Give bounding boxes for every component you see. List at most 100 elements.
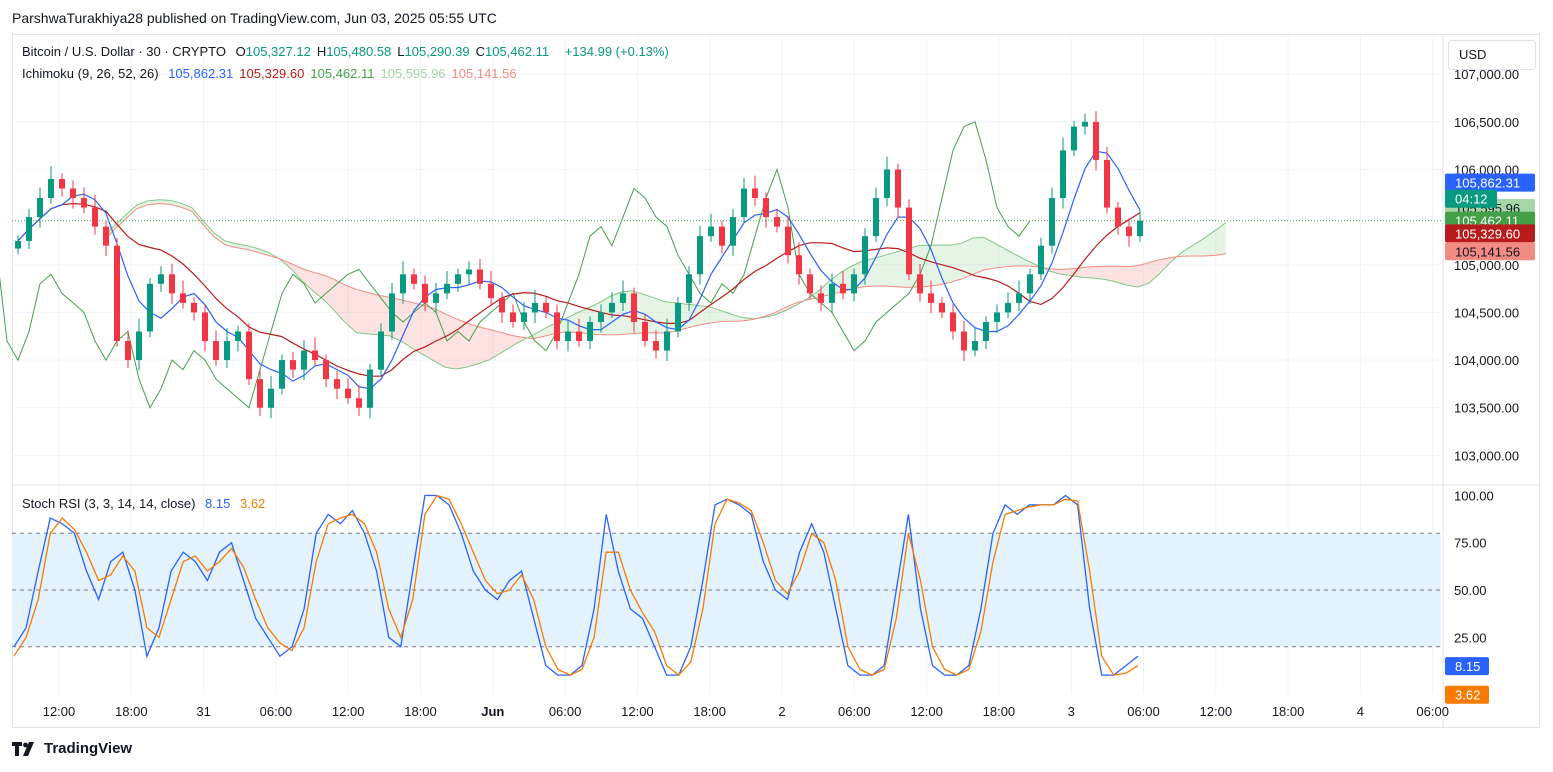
- ichimoku-value-0: 105,862.31: [168, 66, 234, 81]
- stoch-tag: 8.15: [1455, 659, 1480, 674]
- ohlc-o-value: 105,327.12: [245, 44, 311, 59]
- cloud-segment: [1049, 268, 1061, 275]
- price-tick-label: 104,500.00: [1454, 305, 1519, 320]
- currency-button[interactable]: USD: [1448, 40, 1536, 70]
- cloud-segment: [730, 314, 742, 322]
- candle-body: [312, 350, 318, 361]
- stoch-tick-label: 25.00: [1454, 630, 1487, 645]
- x-tick-label: 4: [1357, 704, 1364, 719]
- candle-body: [642, 321, 648, 342]
- x-tick-label: 12:00: [910, 704, 943, 719]
- candle-body: [554, 312, 560, 342]
- candle-body: [466, 269, 472, 275]
- ichimoku-value-4: 105,141.56: [451, 66, 517, 81]
- cloud-segment: [158, 199, 170, 205]
- publish-credit: ParshwaTurakhiya28 published on TradingV…: [12, 10, 497, 26]
- cloud-segment: [1181, 245, 1193, 257]
- price-tick-label: 106,500.00: [1454, 115, 1519, 130]
- ichimoku-values: 105,862.31 105,329.60 105,462.11 105,595.96…: [168, 66, 522, 81]
- candle-body: [290, 360, 296, 370]
- cloud-segment: [422, 305, 434, 361]
- candle-body: [576, 331, 582, 342]
- candle-body: [1082, 121, 1088, 127]
- candle-body: [136, 331, 142, 361]
- candle-body: [818, 293, 824, 303]
- candle-body: [532, 302, 538, 313]
- price-tag: 105,862.31: [1455, 176, 1520, 191]
- cloud-segment: [653, 297, 665, 334]
- candle-body: [939, 302, 945, 313]
- cloud-segment: [697, 305, 709, 326]
- cloud-segment: [510, 335, 522, 347]
- candle-body: [81, 198, 87, 208]
- cloud-segment: [950, 243, 962, 283]
- cloud-segment: [125, 204, 137, 219]
- candle-body: [653, 341, 659, 351]
- ichimoku-legend: Ichimoku (9, 26, 52, 26) 105,862.31 105,3…: [22, 66, 529, 81]
- candle-body: [37, 198, 43, 218]
- cloud-segment: [1126, 265, 1138, 288]
- x-tick-label: 06:00: [1127, 704, 1160, 719]
- candle-body: [741, 188, 747, 218]
- stoch-tick-label: 50.00: [1454, 583, 1487, 598]
- candle-body: [631, 293, 637, 322]
- cloud-segment: [1214, 222, 1226, 256]
- candle-body: [70, 188, 76, 199]
- x-tick-label: 18:00: [983, 704, 1016, 719]
- candle-body: [972, 341, 978, 351]
- cloud-segment: [433, 308, 445, 368]
- base-line: [17, 202, 1141, 377]
- cloud-segment: [180, 203, 192, 212]
- candle-body: [488, 283, 494, 299]
- stoch-tick-label: 100.00: [1454, 488, 1494, 503]
- price-tick-label: 105,000.00: [1454, 258, 1519, 273]
- candle-body: [389, 293, 395, 332]
- cloud-segment: [213, 232, 225, 245]
- cloud-segment: [378, 295, 390, 336]
- symbol-title: Bitcoin / U.S. Dollar · 30 · CRYPTO: [22, 44, 226, 59]
- cloud-segment: [400, 299, 412, 349]
- candle-body: [851, 274, 857, 294]
- candle-body: [422, 283, 428, 303]
- cloud-segment: [818, 280, 830, 298]
- ichimoku-value-1: 105,329.60: [239, 66, 305, 81]
- tradingview-brand: TradingView: [44, 740, 133, 757]
- tradingview-logo[interactable]: TradingView: [12, 740, 132, 757]
- cloud-segment: [444, 313, 456, 369]
- cloud-segment: [1071, 267, 1083, 278]
- x-tick-label: 06:00: [1416, 704, 1449, 719]
- candle-body: [246, 331, 252, 380]
- x-tick-label: 18:00: [115, 704, 148, 719]
- cloud-segment: [334, 279, 346, 324]
- candle-body: [895, 169, 901, 208]
- x-tick-label: 12:00: [43, 704, 76, 719]
- candle-body: [235, 331, 241, 342]
- price-tick-label: 107,000.00: [1454, 67, 1519, 82]
- lagging-span-line: [0, 121, 1031, 409]
- candle-body: [983, 321, 989, 342]
- cloud-segment: [136, 200, 148, 209]
- candle-body: [884, 169, 890, 199]
- candle-body: [1005, 302, 1011, 313]
- cloud-segment: [961, 238, 973, 279]
- candle-body: [334, 379, 340, 389]
- candle-body: [345, 388, 351, 399]
- stoch-tag: 3.62: [1455, 688, 1480, 703]
- cloud-segment: [224, 240, 236, 248]
- candle-body: [323, 360, 329, 380]
- stoch-d-value: 3.62: [239, 496, 266, 511]
- x-tick-label: 12:00: [621, 704, 654, 719]
- ohlc-l-label: L: [397, 44, 405, 59]
- price-tick-label: 104,000.00: [1454, 353, 1519, 368]
- candle-body: [1071, 126, 1077, 151]
- countdown-tag: 04:12: [1455, 192, 1488, 207]
- x-tick-label: 06:00: [260, 704, 293, 719]
- price-tag-bg: [1445, 224, 1535, 243]
- candle-body: [686, 274, 692, 303]
- candle-body: [961, 331, 967, 351]
- cloud-segment: [543, 323, 555, 337]
- candle-body: [180, 293, 186, 303]
- candle-body: [301, 350, 307, 370]
- candle-body: [928, 293, 934, 303]
